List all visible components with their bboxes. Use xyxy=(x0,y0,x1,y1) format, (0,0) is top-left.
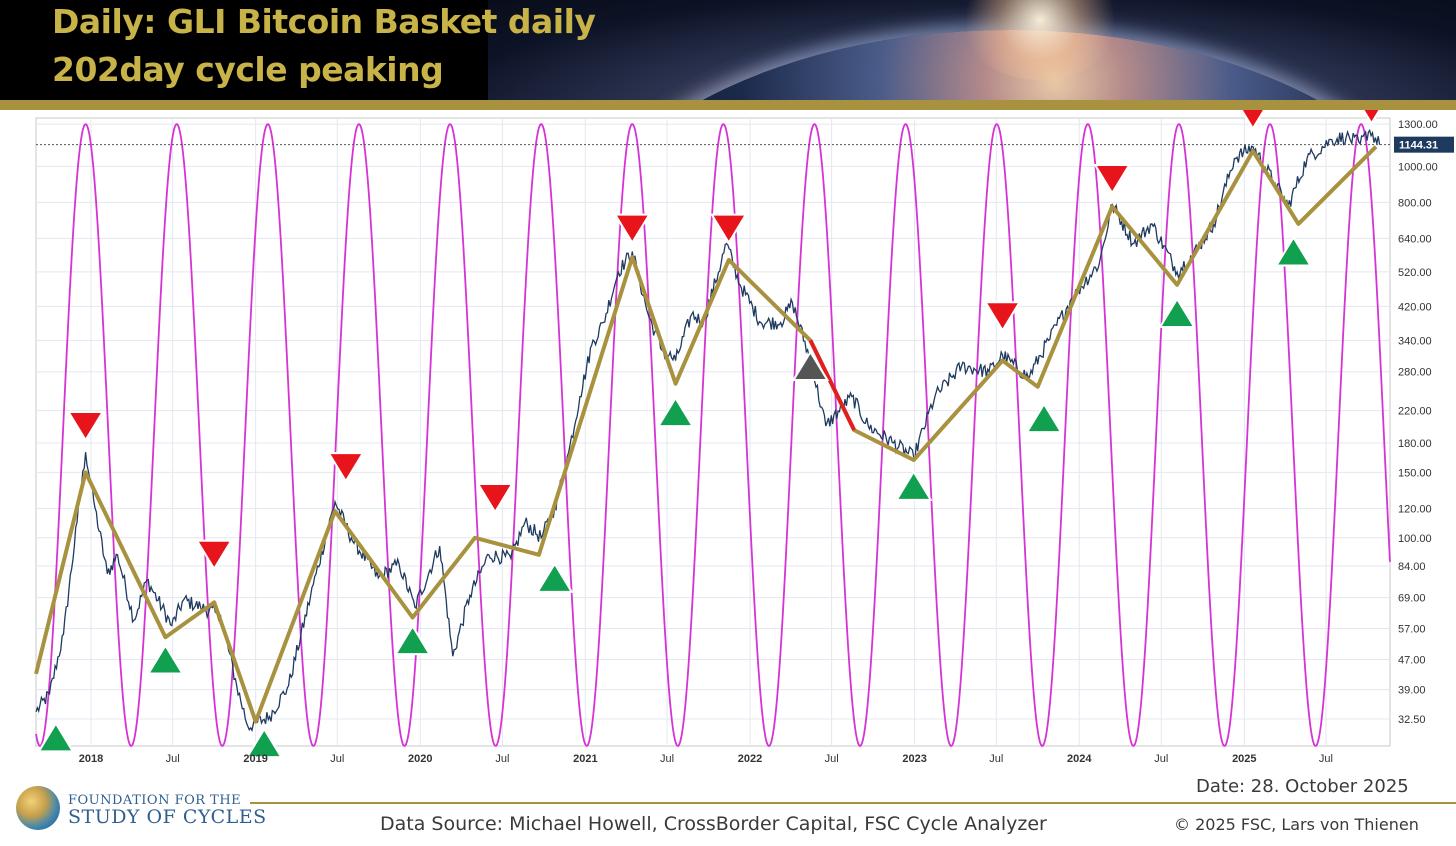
cycle-chart: 1300.00 1000.00 800.00 640.00 520.00 420.00 34… xyxy=(34,110,1454,765)
neutral-marker xyxy=(791,350,830,382)
chart-title-line1: Daily: GLI Bitcoin Basket daily xyxy=(52,2,596,41)
x-tick-label: 2022 xyxy=(738,753,762,765)
chart-grid xyxy=(35,117,1391,747)
trough-marker xyxy=(1274,235,1313,267)
y-tick-label: 280.00 xyxy=(1398,367,1432,379)
peak-marker xyxy=(983,301,1022,333)
x-tick-label: Jul xyxy=(989,753,1003,765)
x-tick-label: 2018 xyxy=(79,753,103,765)
copyright-label: © 2025 FSC, Lars von Thienen xyxy=(1174,815,1419,834)
gold-divider xyxy=(0,100,1456,110)
trend-down-segment xyxy=(808,339,856,431)
axes: 1300.00 1000.00 800.00 640.00 520.00 420.00 34… xyxy=(36,119,1454,765)
trough-marker xyxy=(656,396,695,428)
peak-marker xyxy=(476,482,514,514)
data-source-label: Data Source: Michael Howell, CrossBorder… xyxy=(380,813,1047,835)
peak-marker xyxy=(710,213,748,245)
x-tick-label: Jul xyxy=(495,753,509,765)
y-tick-label: 39.00 xyxy=(1398,685,1426,697)
x-tick-label: 2021 xyxy=(573,753,597,765)
header-banner: Daily: GLI Bitcoin Basket daily 202day c… xyxy=(0,0,1456,100)
trough-marker xyxy=(393,624,432,656)
plot-area xyxy=(35,117,1391,747)
y-tick-label: 520.00 xyxy=(1398,267,1432,279)
trough-marker xyxy=(37,721,75,753)
x-tick-label: Jul xyxy=(1154,753,1168,765)
last-value-badge xyxy=(1394,136,1454,153)
logo-text-line2: STUDY OF CYCLES xyxy=(68,806,267,828)
y-tick-label: 800.00 xyxy=(1398,197,1432,209)
y-tick-label: 150.00 xyxy=(1398,467,1432,479)
footer-divider xyxy=(250,802,1456,804)
trough-marker xyxy=(535,561,574,593)
x-tick-label: Jul xyxy=(166,753,180,765)
peak-marker xyxy=(195,539,233,571)
title-box: Daily: GLI Bitcoin Basket daily 202day c… xyxy=(0,0,596,100)
y-tick-label: 1300.00 xyxy=(1398,119,1438,131)
x-tick-label: 2024 xyxy=(1067,753,1092,765)
trough-marker xyxy=(146,643,185,675)
x-tick-label: 2020 xyxy=(408,753,432,765)
x-tick-label: 2025 xyxy=(1232,753,1256,765)
trough-marker xyxy=(245,727,284,759)
y-tick-label: 100.00 xyxy=(1398,533,1432,545)
y-tick-label: 640.00 xyxy=(1398,233,1432,245)
x-tick-label: Jul xyxy=(1319,753,1333,765)
y-tick-label: 57.00 xyxy=(1398,623,1426,635)
trend-line xyxy=(34,145,1378,724)
y-tick-label: 84.00 xyxy=(1398,561,1426,573)
trough-marker xyxy=(894,469,933,501)
peak-marker xyxy=(613,213,652,245)
date-label: Date: 28. October 2025 xyxy=(1196,776,1409,797)
y-tick-label: 180.00 xyxy=(1398,438,1432,450)
last-value-label: 1144.31 xyxy=(1399,140,1438,152)
trend-series xyxy=(34,145,1378,724)
y-tick-label: 340.00 xyxy=(1398,335,1432,347)
chart-title-line2: 202day cycle peaking xyxy=(52,50,444,89)
peak-marker xyxy=(1240,110,1266,131)
trough-marker xyxy=(1158,297,1196,328)
y-tick-label: 32.50 xyxy=(1398,714,1426,726)
trough-marker xyxy=(1025,402,1063,434)
peak-marker xyxy=(66,410,105,442)
y-tick-label: 69.00 xyxy=(1398,593,1426,605)
y-tick-label: 120.00 xyxy=(1398,503,1432,515)
peak-marker xyxy=(1093,163,1131,195)
peak-marker xyxy=(327,452,365,484)
x-tick-label: 2023 xyxy=(902,753,926,765)
x-tick-label: Jul xyxy=(330,753,344,765)
marker-layer xyxy=(37,110,1381,759)
x-tick-label: Jul xyxy=(825,753,839,765)
fsc-logo-icon xyxy=(16,786,60,830)
y-tick-label: 420.00 xyxy=(1398,301,1432,313)
x-tick-label: Jul xyxy=(660,753,674,765)
y-tick-label: 47.00 xyxy=(1398,655,1426,667)
y-tick-label: 1000.00 xyxy=(1398,161,1438,173)
y-tick-label: 220.00 xyxy=(1398,406,1432,418)
logo-text-line1: FOUNDATION FOR THE xyxy=(68,793,242,808)
x-tick-label: 2019 xyxy=(243,753,267,765)
peak-marker xyxy=(1362,110,1381,126)
